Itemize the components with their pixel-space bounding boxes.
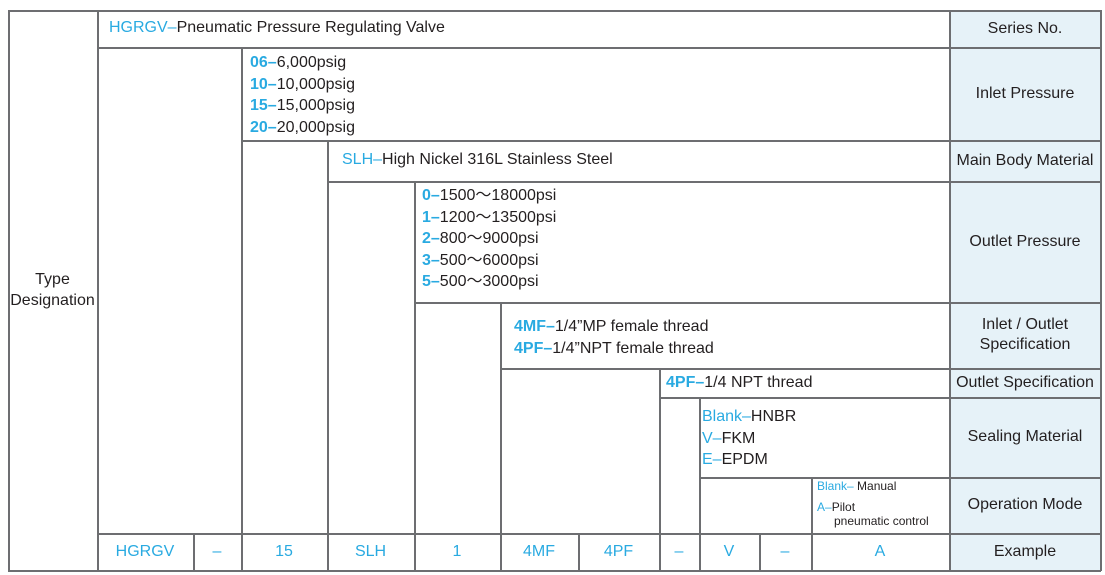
divider bbox=[414, 181, 416, 571]
label-example: Example bbox=[949, 533, 1101, 570]
inout-options: 4MF–1/4”MP female thread 4PF–1/4”NPT fem… bbox=[514, 318, 714, 357]
label-outlet-spec: Outlet Specification bbox=[949, 368, 1101, 397]
label-inlet-pressure: Inlet Pressure bbox=[949, 47, 1101, 140]
label-operation-mode: Operation Mode bbox=[949, 477, 1101, 533]
example-body: SLH bbox=[354, 542, 387, 560]
example-series: HGRGV bbox=[115, 542, 175, 560]
divider bbox=[97, 47, 1101, 49]
example-inlet: 15 bbox=[275, 542, 293, 560]
divider bbox=[241, 47, 243, 571]
outspec-option: 4PF–1/4 NPT thread bbox=[666, 374, 813, 391]
example-dash: – bbox=[674, 542, 684, 560]
label-sealing-material: Sealing Material bbox=[949, 397, 1101, 477]
divider bbox=[811, 477, 813, 571]
divider bbox=[500, 368, 1101, 370]
divider bbox=[659, 368, 661, 571]
divider bbox=[327, 140, 329, 571]
divider bbox=[578, 533, 580, 571]
divider bbox=[699, 477, 1101, 479]
border bbox=[8, 10, 1101, 12]
example-dash: – bbox=[780, 542, 790, 560]
inlet-options: 06–6,000psig 10–10,000psig 15–15,000psig… bbox=[250, 54, 355, 136]
divider bbox=[659, 397, 1101, 399]
type-designation-label: Type Designation bbox=[10, 271, 95, 309]
border bbox=[8, 10, 10, 571]
example-outlet: 1 bbox=[452, 542, 462, 560]
border bbox=[1100, 10, 1102, 571]
example-mode: A bbox=[874, 542, 886, 560]
divider bbox=[414, 302, 1101, 304]
divider bbox=[500, 302, 502, 571]
seal-options: Blank–HNBR V–FKM E–EPDM bbox=[702, 408, 797, 468]
outlet-options: 0–1500～18000psi 1–1200～13500psi 2–800～90… bbox=[422, 187, 557, 290]
mode-options: Blank– Manual A–Pilot pneumatic control bbox=[817, 479, 929, 528]
example-outspec: 4PF bbox=[603, 542, 634, 560]
example-dash: – bbox=[212, 542, 222, 560]
divider bbox=[759, 533, 761, 571]
divider bbox=[97, 533, 1101, 535]
body-option: SLH–High Nickel 316L Stainless Steel bbox=[342, 151, 613, 168]
label-main-body-material: Main Body Material bbox=[949, 140, 1101, 181]
label-series-no: Series No. bbox=[949, 10, 1101, 47]
example-inout: 4MF bbox=[523, 542, 555, 560]
series-option: HGRGV–Pneumatic Pressure Regulating Valv… bbox=[109, 19, 445, 36]
example-seal: V bbox=[723, 542, 735, 560]
divider bbox=[949, 10, 951, 571]
divider bbox=[327, 181, 1101, 183]
divider bbox=[193, 533, 195, 571]
divider bbox=[699, 397, 701, 571]
border bbox=[8, 570, 1101, 572]
divider bbox=[97, 10, 99, 571]
divider bbox=[241, 140, 1101, 142]
label-inlet-outlet-spec: Inlet / Outlet Specification bbox=[949, 302, 1101, 368]
label-outlet-pressure: Outlet Pressure bbox=[949, 181, 1101, 302]
